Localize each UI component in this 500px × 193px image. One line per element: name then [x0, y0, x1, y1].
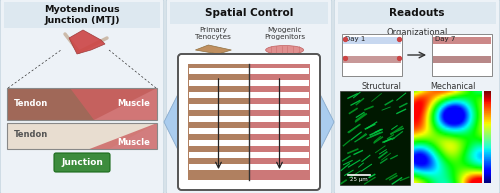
Text: Tendon: Tendon: [14, 100, 48, 108]
Bar: [343, 37, 401, 44]
Text: Myotendinous
Junction (MTJ): Myotendinous Junction (MTJ): [44, 5, 120, 25]
Bar: [170, 2, 328, 24]
FancyBboxPatch shape: [166, 0, 332, 193]
Text: Myogenic
Progenitors: Myogenic Progenitors: [264, 27, 305, 40]
Bar: [7, 88, 157, 120]
Bar: [343, 47, 401, 53]
Bar: [343, 56, 401, 63]
Text: Organizational: Organizational: [386, 28, 448, 37]
Bar: [4, 2, 160, 28]
Bar: [343, 65, 401, 72]
Bar: [249, 64, 310, 180]
Bar: [189, 128, 309, 134]
Text: Readouts: Readouts: [389, 8, 445, 18]
Bar: [189, 116, 309, 122]
Bar: [433, 37, 491, 44]
Polygon shape: [7, 123, 157, 149]
Bar: [189, 80, 309, 86]
Bar: [433, 65, 491, 72]
Bar: [189, 68, 309, 74]
Text: Muscle: Muscle: [117, 138, 150, 147]
Bar: [189, 104, 309, 110]
Text: Day 7: Day 7: [435, 36, 456, 42]
Text: Spatial Control: Spatial Control: [205, 8, 293, 18]
Bar: [7, 123, 157, 149]
Text: Structural: Structural: [362, 82, 402, 91]
Text: 25 μm: 25 μm: [350, 177, 368, 182]
Bar: [432, 34, 492, 76]
Bar: [188, 64, 249, 180]
FancyBboxPatch shape: [54, 153, 110, 172]
Text: Tendon: Tendon: [14, 130, 48, 139]
Bar: [189, 140, 309, 146]
Polygon shape: [70, 88, 157, 120]
Bar: [189, 164, 309, 170]
Text: Day 1: Day 1: [345, 36, 366, 42]
Polygon shape: [90, 123, 157, 149]
FancyBboxPatch shape: [0, 0, 164, 193]
Bar: [189, 152, 309, 158]
Ellipse shape: [266, 46, 304, 54]
Polygon shape: [7, 88, 157, 120]
Text: Junction: Junction: [61, 158, 103, 167]
Polygon shape: [316, 86, 334, 158]
Bar: [338, 2, 496, 24]
Bar: [342, 34, 402, 76]
Bar: [433, 47, 491, 53]
FancyBboxPatch shape: [334, 0, 500, 193]
Text: Mechanical: Mechanical: [430, 82, 476, 91]
Text: Primary
Tenocytes: Primary Tenocytes: [196, 27, 232, 40]
Polygon shape: [164, 86, 182, 158]
Bar: [189, 92, 309, 98]
FancyBboxPatch shape: [178, 54, 320, 190]
Polygon shape: [196, 45, 232, 54]
Bar: [340, 91, 410, 185]
Text: Muscle: Muscle: [117, 100, 150, 108]
Text: 100 μm: 100 μm: [421, 177, 441, 182]
Bar: [433, 56, 491, 63]
Polygon shape: [69, 30, 105, 54]
